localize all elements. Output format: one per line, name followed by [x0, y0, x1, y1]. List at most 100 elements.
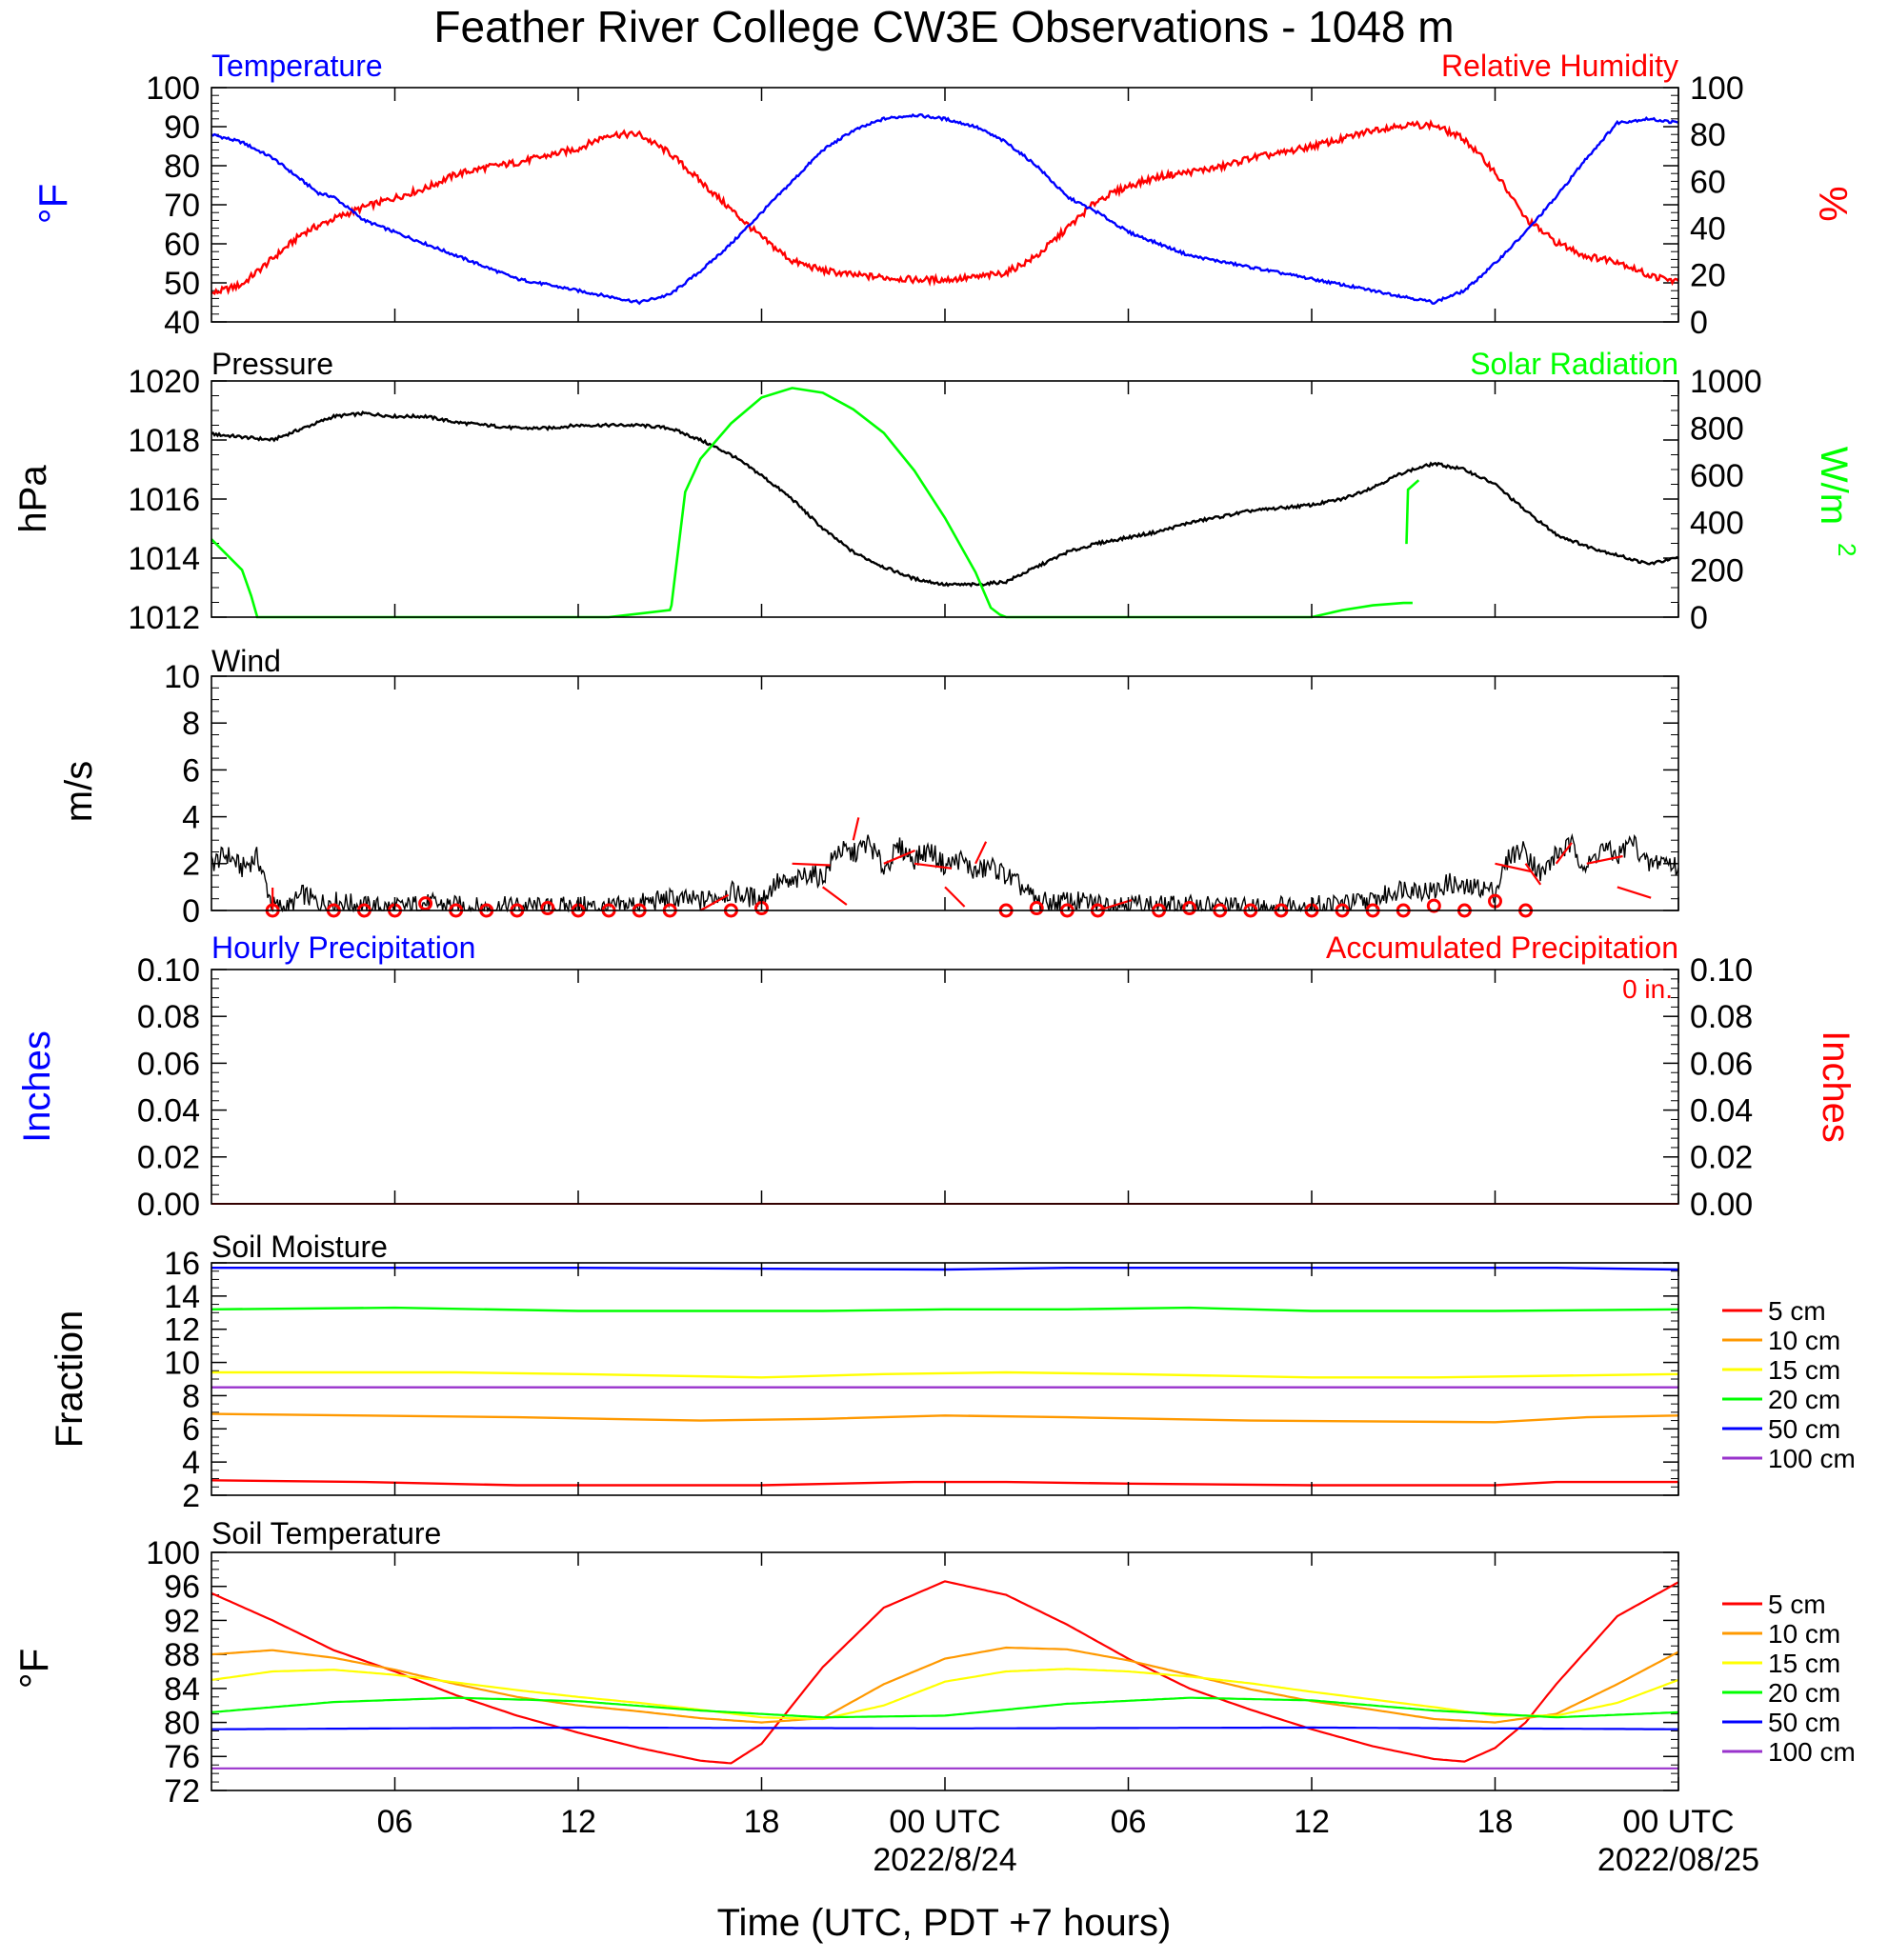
- y-tick-label: 0.10: [137, 952, 200, 989]
- soil-temp-unit-label: °F: [11, 1649, 56, 1689]
- legend-label: 100 cm: [1768, 1737, 1856, 1767]
- y-tick-label: 0: [182, 893, 200, 930]
- temp-rh-panel: Temperature Relative Humidity °F % 10090…: [30, 49, 1856, 341]
- plot-frame: [211, 675, 1679, 911]
- y2-tick-label: 400: [1690, 506, 1744, 542]
- y-tick-label: 2: [182, 1478, 200, 1514]
- y2-tick-label: 800: [1690, 411, 1744, 448]
- y2-tick-label: 0.06: [1690, 1046, 1753, 1082]
- y2-tick-label: 0.10: [1690, 952, 1753, 989]
- calm-marker: [1182, 901, 1197, 916]
- y-tick-label: 1018: [128, 423, 200, 459]
- y2-tick-label: 20: [1690, 258, 1726, 294]
- y2-tick-label: 0: [1690, 600, 1708, 636]
- y2-tick-label: 1000: [1690, 364, 1762, 400]
- accum-precip-value: 0 in.: [1622, 974, 1673, 1004]
- hourly-precip-unit-label: Inches: [16, 1030, 58, 1143]
- wind-barb: [1586, 854, 1623, 865]
- legend-label: 50 cm: [1768, 1708, 1840, 1737]
- solar-line: [211, 387, 1413, 619]
- x-tick-label: 00 UTC: [889, 1804, 1000, 1840]
- soil-moisture-line: [211, 1479, 1678, 1487]
- y-tick-label: 70: [164, 188, 200, 224]
- calm-marker: [1029, 901, 1044, 916]
- soil-moisture-title: Soil Moisture: [211, 1230, 388, 1264]
- soil-temp-line: [211, 1668, 1679, 1721]
- y2-tick-label: 80: [1690, 117, 1726, 153]
- solar-unit-superscript: 2: [1833, 543, 1861, 556]
- wind-barb: [974, 841, 988, 865]
- accum-precip-axis-ticks: 0.10 0.08 0.06 0.04 0.02 0.00: [1690, 952, 1753, 1223]
- wind-barb: [1524, 863, 1542, 886]
- y-tick-label: 14: [164, 1279, 200, 1315]
- calm-marker: [1426, 898, 1441, 913]
- legend-label: 15 cm: [1768, 1355, 1840, 1385]
- soil-moisture-line: [211, 1412, 1679, 1424]
- y2-tick-label: 0.00: [1690, 1187, 1753, 1223]
- solar-unit-label: W/m 2: [1813, 447, 1861, 557]
- y-tick-label: 0.02: [137, 1140, 200, 1176]
- x-tick-label: 06: [1111, 1804, 1147, 1840]
- y-tick-label: 2: [182, 847, 200, 883]
- wind-barb: [852, 817, 860, 841]
- y-tick-label: 0.04: [137, 1093, 200, 1130]
- wind-barb: [944, 886, 966, 908]
- pressure-line: [211, 410, 1679, 588]
- soil-temp-line: [211, 1726, 1678, 1730]
- precip-panel: Hourly Precipitation Accumulated Precipi…: [16, 930, 1857, 1223]
- pressure-axis-ticks: 1020 1018 1016 1014 1012: [128, 364, 1678, 636]
- wind-barb: [1617, 886, 1652, 899]
- temp-title: Temperature: [211, 49, 383, 83]
- y-tick-label: 100: [146, 1535, 200, 1571]
- plot-frame: [211, 1551, 1679, 1791]
- y-tick-label: 40: [164, 305, 200, 341]
- precip-frame: [211, 969, 1679, 1205]
- wind-barb: [792, 862, 831, 867]
- solar-title: Solar Radiation: [1470, 347, 1678, 381]
- y2-tick-label: 0.08: [1690, 999, 1753, 1035]
- soil-moisture-lines: [211, 1267, 1679, 1487]
- y-tick-label: 90: [164, 110, 200, 146]
- wind-panel: Wind m/s 10 8 6 4 2 0: [58, 644, 1679, 930]
- y-tick-label: 1012: [128, 600, 200, 636]
- x-tick-label: 06: [377, 1804, 413, 1840]
- x-date-label: 2022/08/25: [1597, 1842, 1759, 1878]
- legend-label: 100 cm: [1768, 1444, 1856, 1473]
- y-tick-label: 1014: [128, 541, 200, 577]
- plot-frame: [211, 969, 1679, 1205]
- y-tick-label: 88: [164, 1637, 200, 1673]
- y-tick-label: 76: [164, 1739, 200, 1775]
- accum-precip-unit-label: Inches: [1815, 1030, 1857, 1143]
- y-tick-label: 4: [182, 800, 200, 836]
- soil-moisture-frame: [211, 1262, 1679, 1496]
- y-tick-label: 10: [164, 1345, 200, 1381]
- wind-barb: [1097, 899, 1133, 912]
- pressure-solar-lines: [211, 387, 1679, 619]
- y-tick-label: 0.08: [137, 999, 200, 1035]
- soil-moisture-line: [211, 1267, 1679, 1271]
- x-axis-title: Time (UTC, PDT +7 hours): [717, 1902, 1172, 1944]
- soil-temp-line: [211, 1646, 1679, 1724]
- y-tick-label: 1016: [128, 482, 200, 518]
- x-tick-label: 12: [560, 1804, 596, 1840]
- y2-tick-label: 200: [1690, 552, 1744, 589]
- soil-temp-frame: [211, 1551, 1679, 1791]
- accum-precip-title: Accumulated Precipitation: [1326, 930, 1678, 965]
- temp-rh-frame: [211, 87, 1679, 323]
- y-tick-label: 10: [164, 659, 200, 695]
- y-tick-label: 100: [146, 70, 200, 107]
- wind-title: Wind: [211, 644, 281, 678]
- y2-tick-label: 0.04: [1690, 1093, 1753, 1130]
- wind-frame: [211, 675, 1679, 911]
- y2-tick-label: 600: [1690, 458, 1744, 494]
- y2-tick-label: 60: [1690, 164, 1726, 200]
- rh-title: Relative Humidity: [1441, 49, 1678, 83]
- wind-speed-line: [211, 832, 1679, 913]
- y-tick-label: 4: [182, 1445, 200, 1481]
- soil-temp-line: [211, 1696, 1679, 1719]
- wind-barb: [914, 862, 953, 870]
- y-tick-label: 0.06: [137, 1046, 200, 1082]
- wind-barb: [822, 886, 848, 906]
